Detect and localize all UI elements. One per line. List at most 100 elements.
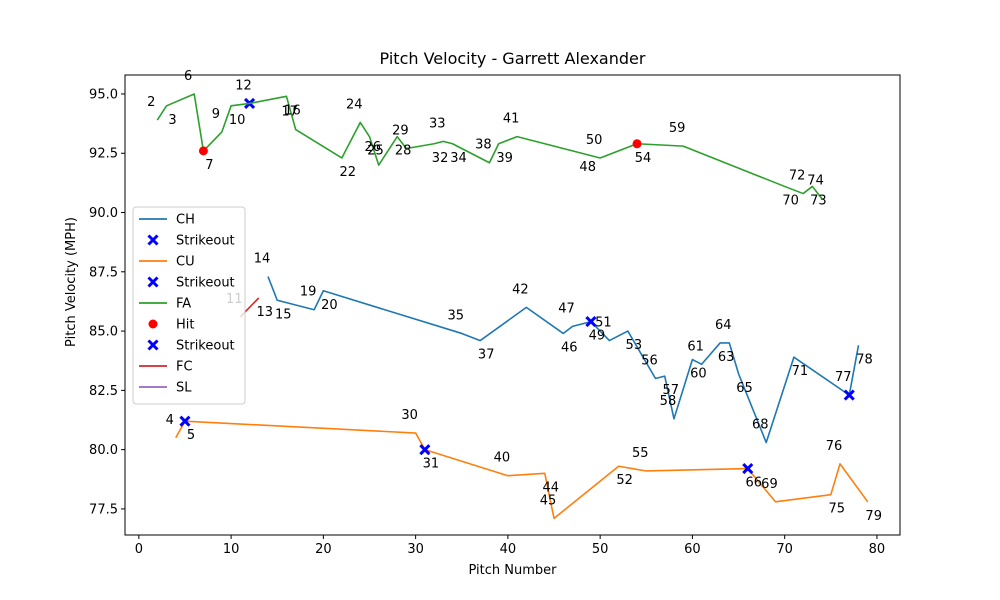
pitch-number-label: 16	[284, 103, 301, 118]
pitch-number-label: 47	[558, 301, 575, 316]
pitch-number-label: 2	[147, 95, 155, 110]
x-tick-label: 40	[500, 542, 517, 557]
y-tick-label: 95.0	[89, 87, 118, 102]
pitch-number-label: 76	[826, 439, 843, 454]
pitch-number-label: 45	[540, 493, 557, 508]
pitch-number-label: 13	[257, 305, 274, 320]
pitch-number-label: 39	[496, 151, 513, 166]
pitch-number-label: 28	[395, 144, 412, 159]
pitch-number-label: 66	[745, 476, 762, 491]
pitch-number-label: 25	[367, 144, 384, 159]
pitch-number-label: 10	[229, 113, 246, 128]
pitch-number-label: 73	[810, 193, 827, 208]
pitch-number-label: 60	[690, 367, 707, 382]
pitch-number-label: 38	[475, 138, 492, 153]
pitch-number-label: 9	[212, 107, 220, 122]
pitch-number-label: 17	[281, 105, 298, 120]
strikeout-marker	[179, 415, 191, 427]
pitch-number-label: 24	[346, 97, 363, 112]
pitch-number-label: 59	[669, 121, 686, 136]
x-tick-label: 0	[135, 542, 143, 557]
series-line-ch	[267, 276, 860, 444]
x-tick-label: 30	[407, 542, 424, 557]
pitch-number-label: 12	[235, 78, 252, 93]
pitch-number-label: 51	[595, 316, 612, 331]
legend-swatch-x	[147, 234, 159, 246]
pitch-number-label: 14	[254, 252, 271, 267]
pitch-number-label: 7	[205, 158, 213, 173]
legend-label: FA	[176, 297, 191, 312]
pitch-number-label: 72	[789, 169, 806, 184]
pitch-number-label: 33	[429, 116, 446, 131]
pitch-number-label: 29	[392, 124, 409, 139]
x-tick-label: 20	[315, 542, 332, 557]
y-tick-label: 82.5	[89, 384, 118, 399]
legend-label: CU	[176, 255, 195, 270]
strikeout-marker	[843, 389, 855, 401]
pitch-number-label: 32	[432, 151, 449, 166]
series-line-fa	[156, 93, 823, 199]
pitch-number-label: 70	[782, 193, 799, 208]
pitch-number-label: 34	[450, 151, 467, 166]
pitch-number-label: 65	[736, 381, 753, 396]
y-tick-label: 92.5	[89, 147, 118, 162]
legend: CH Strikeout CU Strikeout FA Hit Strikeout FC SL	[132, 206, 246, 405]
legend-box	[132, 206, 246, 405]
strikeout-marker	[419, 444, 431, 456]
pitch-number-label: 44	[543, 480, 560, 495]
x-axis-title: Pitch Number	[468, 563, 557, 578]
pitch-number-label: 75	[829, 502, 846, 517]
pitch-number-label: 58	[660, 394, 677, 409]
pitch-number-label: 55	[632, 446, 649, 461]
legend-swatch-x	[147, 339, 159, 351]
pitch-number-label: 64	[715, 318, 732, 333]
pitch-number-label: 46	[561, 340, 578, 355]
y-tick-label: 85.0	[89, 325, 118, 340]
hit-marker	[198, 146, 208, 156]
y-tick-label: 87.5	[89, 265, 118, 280]
pitch-number-label: 61	[687, 339, 704, 354]
legend-label: CH	[176, 213, 195, 228]
legend-label: SL	[176, 381, 192, 396]
pitch-number-label: 71	[792, 364, 809, 379]
pitch-number-label: 56	[641, 354, 658, 369]
pitch-number-label: 63	[718, 350, 735, 365]
pitch-number-label: 40	[494, 451, 511, 466]
pitch-number-label: 19	[300, 285, 317, 300]
pitch-number-label: 41	[503, 112, 520, 127]
pitch-number-label: 3	[168, 113, 176, 128]
x-tick-label: 80	[869, 542, 886, 557]
pitch-number-label: 77	[835, 370, 852, 385]
pitch-number-label: 50	[586, 133, 603, 148]
pitch-number-label: 79	[865, 509, 882, 524]
y-tick-label: 90.0	[89, 206, 118, 221]
pitch-number-label: 54	[635, 151, 652, 166]
y-axis-title: Pitch Velocity (MPH)	[64, 217, 79, 347]
legend-label: Strikeout	[176, 339, 235, 354]
x-tick-label: 50	[592, 542, 609, 557]
pitch-number-label: 48	[579, 160, 596, 175]
pitch-number-label: 26	[364, 140, 381, 155]
legend-label: Hit	[176, 318, 194, 333]
pitch-number-label: 35	[447, 308, 464, 323]
pitch-number-label: 53	[626, 338, 643, 353]
series-line-cu	[175, 420, 869, 520]
pitch-number-label: 49	[589, 329, 606, 344]
pitch-number-label: 74	[807, 173, 824, 188]
pitch-number-label: 15	[275, 307, 292, 322]
pitch-number-label: 42	[512, 282, 529, 297]
legend-label: FC	[176, 360, 193, 375]
pitch-number-label: 68	[752, 418, 769, 433]
legend-label: Strikeout	[176, 276, 235, 291]
chart-title: Pitch Velocity - Garrett Alexander	[380, 49, 646, 68]
pitch-number-label: 5	[187, 428, 195, 443]
hit-marker	[632, 139, 642, 149]
plot-frame	[124, 74, 901, 536]
pitch-number-label: 52	[616, 473, 633, 488]
pitch-number-label: 37	[478, 348, 495, 363]
pitch-number-label: 22	[340, 165, 357, 180]
legend-swatch-dot	[148, 319, 158, 329]
x-tick-label: 60	[684, 542, 701, 557]
legend-swatch-x	[147, 276, 159, 288]
